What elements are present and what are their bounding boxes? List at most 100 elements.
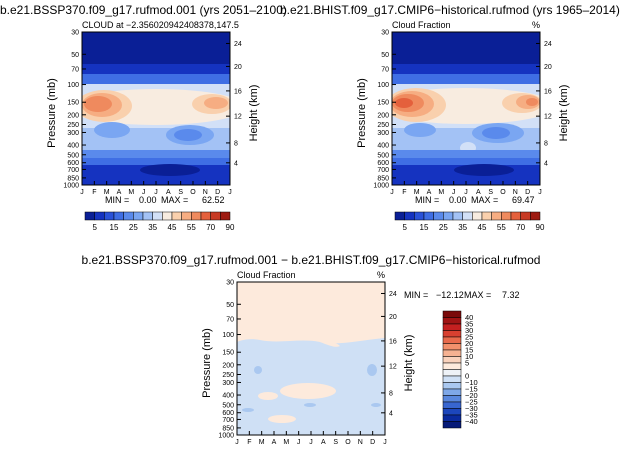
x-tick-label: J [142,189,146,196]
colorbar-swatch [442,330,462,338]
y-tick-label: 70 [226,316,234,323]
y-tick-label: 150 [67,100,79,107]
max-value: 7.32 [502,290,520,300]
colorbar-swatch [501,211,512,221]
y-tick-label: 400 [377,143,389,150]
colorbar-swatch [442,382,462,390]
colorbar-swatch [462,211,473,221]
y-right-tick-label: 8 [234,140,238,147]
x-tick-label: J [309,439,313,446]
panel-historical: b.e21.BHIST.f09_g17.CMIP6−historical.ruf… [280,3,620,232]
colorbar-label: −20 [465,391,478,400]
colorbar-swatch [481,211,492,221]
x-tick-label: N [203,189,208,196]
x-tick-label: S [333,439,338,446]
min-label: MIN = [415,195,439,205]
y-tick-label: 700 [222,417,234,424]
min-label: MIN = [404,290,428,300]
y-tick-label: 700 [377,167,389,174]
colorbar-label: 45 [168,223,177,232]
x-tick-label: M [438,189,444,196]
heatmap-field [237,282,385,435]
y-tick-label: 400 [222,393,234,400]
y-axis-right-label: Height (km) [558,85,570,142]
colorbar-label: 30 [465,326,473,335]
colorbar-swatch [162,211,173,221]
max-label: MAX = [464,290,491,300]
colorbar-swatch [442,310,462,318]
colorbar-swatch [123,211,134,221]
x-tick-label: M [283,439,289,446]
y-tick-label: 250 [222,372,234,379]
colorbar-label: 25 [465,333,473,342]
x-tick-label: O [345,439,351,446]
colorbar-swatch [442,317,462,325]
colorbar-vertical [442,310,462,429]
y-axis-right-ticks: 24 20 16 12 8 4 [226,41,242,167]
x-tick-label: S [178,189,183,196]
colorbar-swatch [104,211,115,221]
x-tick-label: J [464,189,468,196]
colorbar-label: 5 [92,223,97,232]
y-tick-label: 700 [67,167,79,174]
y-tick-label: 500 [67,152,79,159]
colorbar-swatch [442,356,462,364]
y-right-tick-label: 4 [544,160,548,167]
colorbar-swatch [520,211,531,221]
y-tick-label: 70 [381,66,389,73]
x-tick-label: M [104,189,110,196]
panel-ssp370: b.e21.BSSP370.f09_g17.rufmod.001 (yrs 20… [0,3,287,232]
x-tick-label: A [427,189,432,196]
colorbar-swatch [414,211,425,221]
y-right-tick-label: 8 [389,390,393,397]
max-value: 62.52 [202,195,225,205]
colorbar-label: 5 [402,223,407,232]
y-right-tick-label: 12 [234,114,242,121]
y-tick-label: 850 [67,175,79,182]
y-right-tick-label: 12 [544,114,552,121]
y-tick-label: 250 [377,122,389,129]
y-right-tick-label: 8 [544,140,548,147]
colorbar-swatch [171,211,182,221]
y-tick-label: 50 [71,52,79,59]
colorbar-label: 25 [439,223,448,232]
y-right-tick-label: 24 [544,41,552,48]
colorbar-label: 40 [465,313,473,322]
panel-subtitle: Cloud Fraction [392,20,451,30]
y-tick-label: 500 [222,402,234,409]
colorbar-swatch [423,211,434,221]
colorbar-label: 5 [465,359,469,368]
x-tick-label: F [247,439,251,446]
min-value: 0.00 [139,195,157,205]
x-tick-label: J [228,189,232,196]
y-tick-label: 50 [226,302,234,309]
y-tick-label: 200 [377,112,389,119]
min-label: MIN = [105,195,129,205]
y-tick-label: 200 [67,112,79,119]
y-tick-label: 1000 [373,183,389,190]
y-tick-label: 600 [222,410,234,417]
x-tick-label: A [272,439,277,446]
y-tick-label: 200 [222,362,234,369]
y-right-tick-label: 16 [234,88,242,95]
y-tick-label: 1000 [63,183,79,190]
y-tick-label: 300 [67,130,79,137]
heatmap-field [392,32,540,185]
colorbar-swatch [442,408,462,416]
heatmap-field [82,32,230,185]
colorbar [84,211,231,221]
colorbar-label: 0 [465,372,469,381]
colorbar-label: 70 [206,223,215,232]
x-tick-label: F [402,189,406,196]
colorbar-label: 15 [465,346,473,355]
colorbar-label: −30 [465,404,478,413]
colorbar-label: 35 [465,320,473,329]
y-right-tick-label: 16 [389,338,397,345]
x-tick-label: D [525,189,530,196]
colorbar-swatch [443,211,454,221]
